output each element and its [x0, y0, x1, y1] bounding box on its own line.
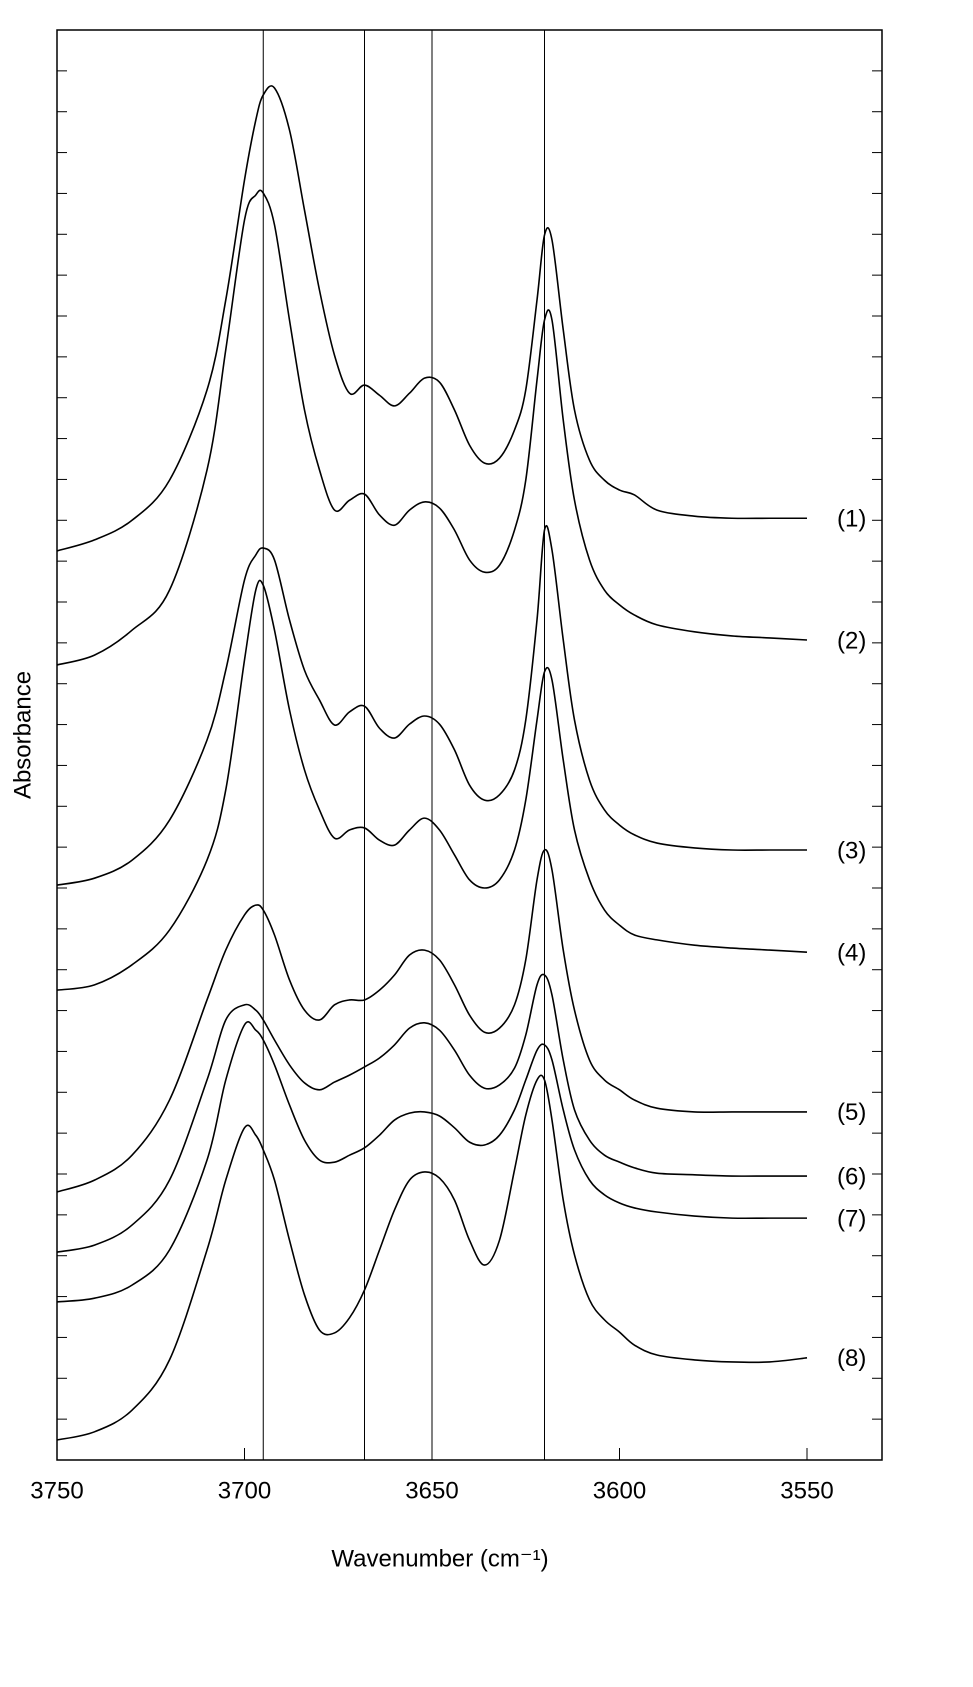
x-axis-label: Wavenumber (cm⁻¹): [331, 1545, 548, 1572]
spectrum-line: [56, 85, 807, 552]
spectrum-line: [56, 189, 808, 666]
spectrum-line: [56, 848, 807, 1193]
x-tick-label: 3550: [780, 1477, 833, 1504]
series-label: (1): [837, 506, 866, 533]
spectrum-line: [56, 973, 807, 1253]
series-label: (8): [837, 1345, 866, 1372]
spectrum-line: [56, 579, 808, 991]
series-label: (3): [837, 837, 866, 864]
y-axis-label: Absorbance: [9, 671, 36, 799]
spectrum-line: [56, 1021, 807, 1303]
x-tick-label: 3750: [30, 1477, 83, 1504]
spectrum-line: [56, 1074, 808, 1441]
spectrum-line: [56, 524, 807, 886]
series-label: (7): [837, 1205, 866, 1232]
plot-frame: [56, 29, 883, 1461]
series-label: (6): [837, 1163, 866, 1190]
series-label: (4): [837, 939, 866, 966]
series-label: (2): [837, 627, 866, 654]
x-tick-label: 3650: [405, 1477, 458, 1504]
x-tick-label: 3700: [218, 1477, 271, 1504]
series-label: (5): [837, 1099, 866, 1126]
x-tick-label: 3600: [593, 1477, 646, 1504]
